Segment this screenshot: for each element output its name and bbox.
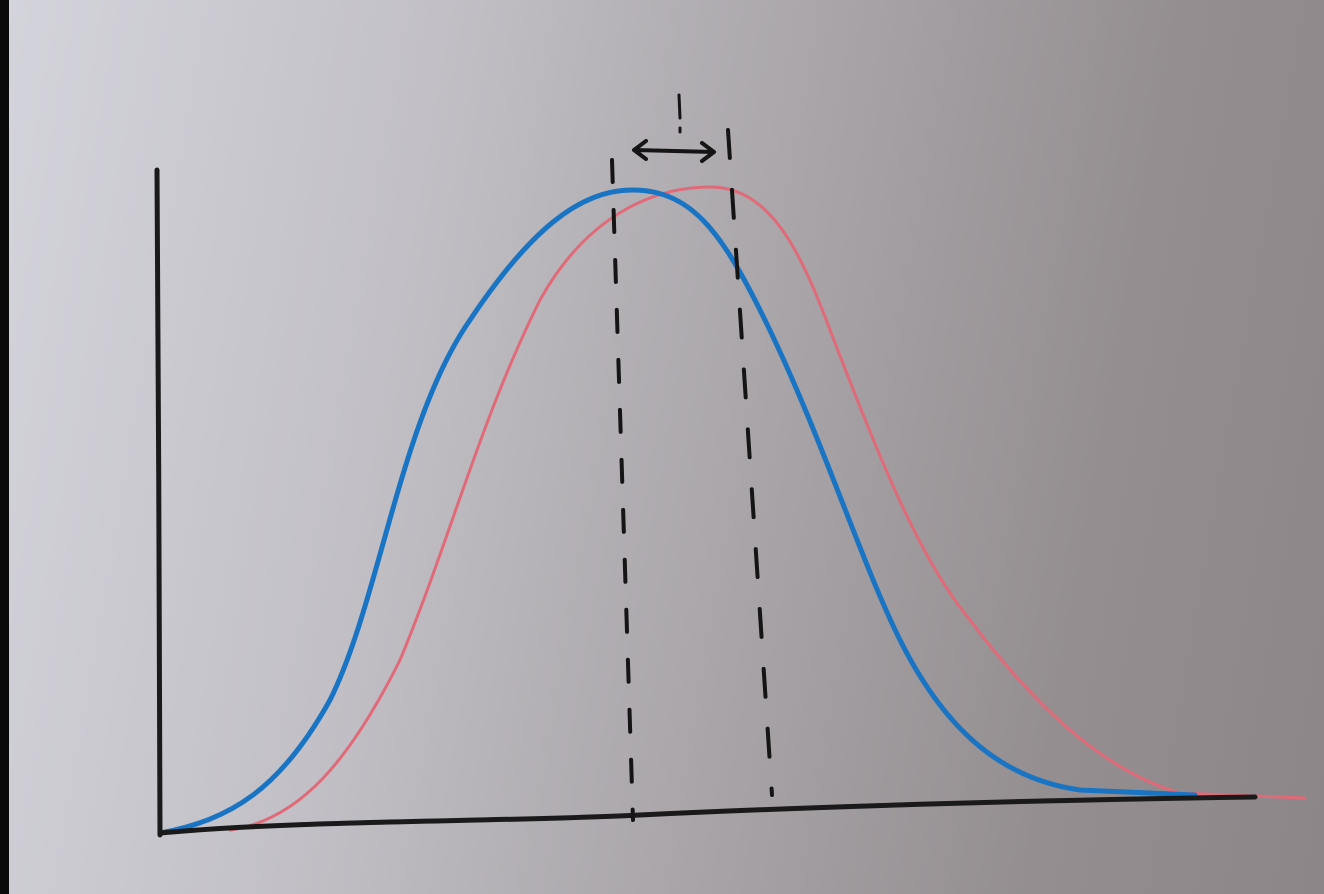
dashed-line-right (726, 128, 774, 797)
double-arrow (632, 139, 716, 163)
small-mark (677, 93, 682, 134)
x-axis (157, 794, 1258, 836)
blue-curve (157, 187, 1198, 836)
red-curve (228, 185, 1307, 832)
dashed-line-left (610, 158, 635, 822)
y-axis (154, 167, 163, 838)
dark-edge (0, 0, 9, 894)
